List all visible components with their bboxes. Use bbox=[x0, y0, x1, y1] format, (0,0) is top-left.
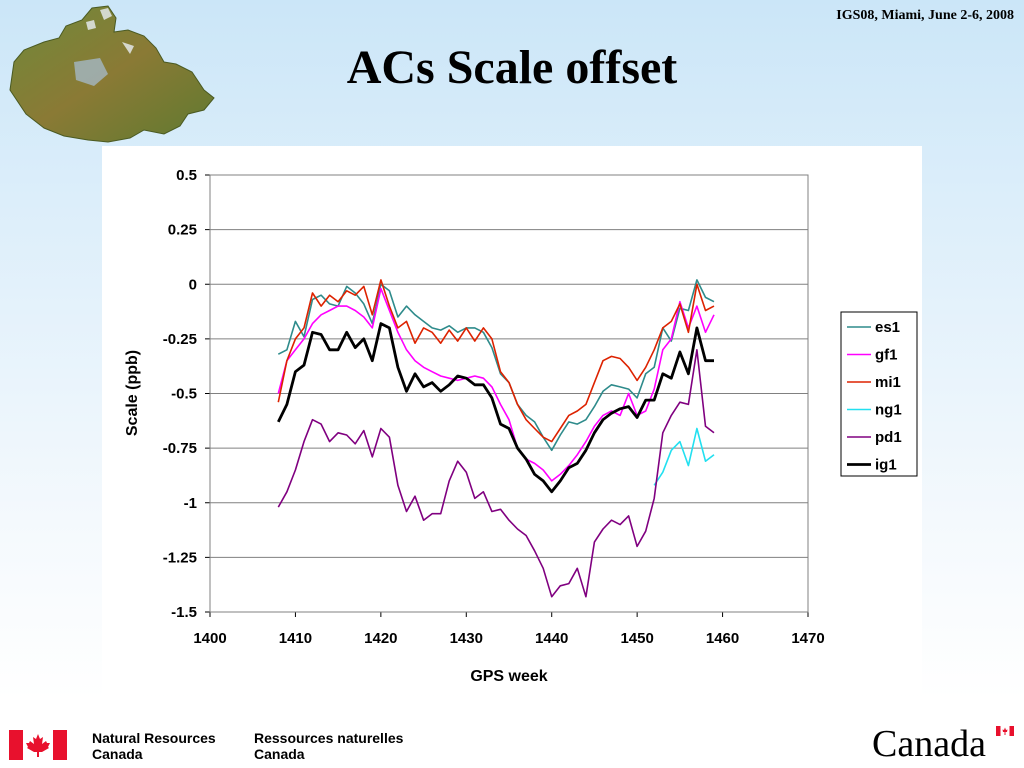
department-name-french-line1: Ressources naturelles bbox=[254, 730, 404, 746]
chart-panel: 0.5 0.25 0 -0.25 -0.5 -0.75 -1 -1.25 -1.5 1400 14… bbox=[102, 146, 922, 694]
legend-label-es1: es1 bbox=[875, 319, 900, 336]
canada-flag-icon bbox=[9, 730, 67, 760]
legend-label-pd1: pd1 bbox=[875, 429, 902, 446]
y-tick-label: 0 bbox=[189, 276, 197, 293]
canada-wordmark: Canada bbox=[872, 723, 986, 765]
series-lines bbox=[277, 279, 715, 598]
plot-area-frame bbox=[209, 174, 809, 613]
series-line-ng1 bbox=[653, 427, 715, 486]
y-tick-label: -0.25 bbox=[163, 331, 197, 348]
wordmark-flag-icon bbox=[996, 726, 1014, 736]
y-tick-label: 0.25 bbox=[168, 222, 197, 239]
y-tick-labels: 0.5 0.25 0 -0.25 -0.5 -0.75 -1 -1.25 -1.5 bbox=[163, 167, 197, 621]
scale-offset-chart: 0.50.250-0.25-0.5-0.75-1-1.25-1.5 1400 14… bbox=[124, 167, 918, 685]
x-tick-label: 1460 bbox=[706, 630, 739, 647]
y-tick-label: -1.25 bbox=[163, 549, 197, 566]
x-axis-title: GPS week bbox=[470, 668, 547, 685]
y-tick-label: -1.5 bbox=[171, 604, 197, 621]
y-tick-label: 0.5 bbox=[176, 167, 197, 184]
y-tick-label: -0.75 bbox=[163, 440, 197, 457]
series-line-gf1 bbox=[277, 287, 715, 482]
footer-bar bbox=[0, 706, 1024, 768]
legend-label-mi1: mi1 bbox=[875, 374, 901, 391]
x-tick-label: 1450 bbox=[620, 630, 653, 647]
legend-label-ig1: ig1 bbox=[875, 457, 897, 474]
x-tick-label: 1440 bbox=[535, 630, 568, 647]
canada-map-logo bbox=[9, 5, 215, 143]
department-name-english-line2: Canada bbox=[92, 746, 143, 762]
y-axis-title: Scale (ppb) bbox=[124, 350, 141, 436]
x-tick-label: 1410 bbox=[279, 630, 312, 647]
x-tick-label: 1420 bbox=[364, 630, 397, 647]
department-name-english-line1: Natural Resources bbox=[92, 730, 216, 746]
conference-label: IGS08, Miami, June 2-6, 2008 bbox=[836, 8, 1014, 23]
department-name-french: Ressources naturelles Canada bbox=[254, 730, 403, 762]
slide-title: ACs Scale offset bbox=[346, 41, 678, 94]
department-name-french-line2: Canada bbox=[254, 746, 305, 762]
x-tick-label: 1470 bbox=[791, 630, 824, 647]
legend-label-gf1: gf1 bbox=[875, 347, 898, 364]
series-line-pd1 bbox=[277, 349, 715, 598]
y-tick-label: -1 bbox=[184, 495, 197, 512]
legend-box bbox=[840, 311, 918, 477]
x-tick-label: 1430 bbox=[450, 630, 483, 647]
series-line-es1 bbox=[277, 279, 715, 452]
y-tick-label: -0.5 bbox=[171, 386, 197, 403]
x-tick-label: 1400 bbox=[193, 630, 226, 647]
gridlines bbox=[205, 174, 809, 617]
department-name-english: Natural Resources Canada bbox=[92, 730, 216, 762]
series-line-mi1 bbox=[277, 279, 715, 443]
x-tick-labels: 1400 1410 1420 1430 1440 1450 1460 1470 bbox=[193, 630, 824, 647]
legend: es1 gf1 mi1 ng1 pd1 ig1 bbox=[840, 311, 918, 477]
series-line-ig1 bbox=[277, 322, 714, 494]
legend-label-ng1: ng1 bbox=[875, 402, 902, 419]
